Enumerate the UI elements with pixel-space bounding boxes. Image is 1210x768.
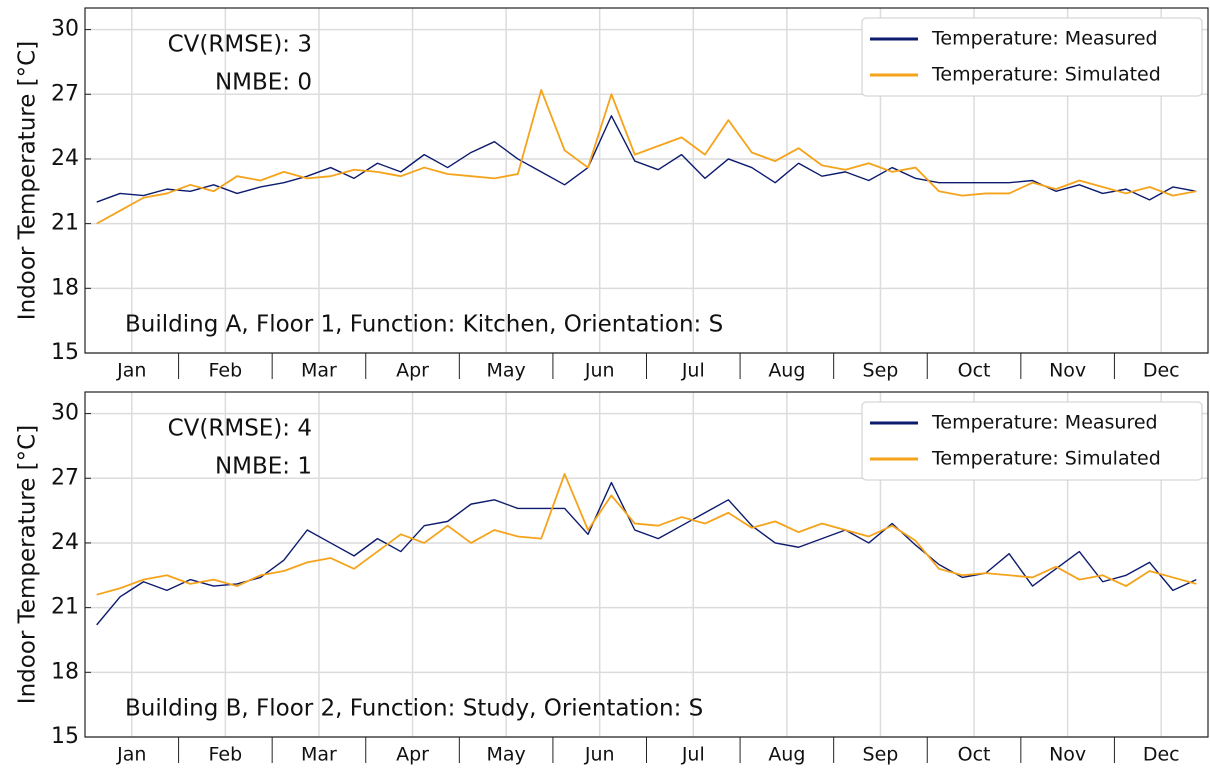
legend-label: Temperature: Simulated bbox=[931, 448, 1161, 470]
x-tick-label: Jun bbox=[584, 744, 615, 766]
subplot: 15 18 21 24 27 30 Jan Feb Mar Apr May Jun Jul Aug Sep O… bbox=[15, 391, 1209, 766]
x-tick-label: Dec bbox=[1143, 744, 1180, 766]
x-tick-label: Jul bbox=[681, 360, 705, 382]
x-tick-label: May bbox=[486, 744, 525, 766]
series-line bbox=[96, 115, 1197, 203]
y-tick-label: 24 bbox=[51, 146, 79, 171]
series-line bbox=[96, 89, 1197, 225]
x-tick-label: Mar bbox=[301, 360, 337, 382]
annotation: Building B, Floor 2, Function: Study, Or… bbox=[125, 696, 703, 722]
y-tick-label: 30 bbox=[51, 17, 79, 42]
x-tick-label: Apr bbox=[396, 744, 429, 766]
plot-frame bbox=[84, 7, 1209, 354]
x-tick-label: Sep bbox=[863, 360, 899, 382]
x-tick-label: Aug bbox=[768, 360, 805, 382]
x-tick-label: Oct bbox=[958, 360, 991, 382]
y-tick-label: 15 bbox=[51, 340, 79, 365]
subplot: 15 18 21 24 27 30 Jan Feb Mar Apr May Jun Jul Aug Sep O… bbox=[15, 7, 1209, 382]
y-tick-label: 24 bbox=[51, 530, 79, 555]
x-tick-label: May bbox=[486, 360, 525, 382]
x-tick-label: Apr bbox=[396, 360, 429, 382]
x-tick-label: Nov bbox=[1049, 360, 1086, 382]
x-tick-label: Aug bbox=[768, 744, 805, 766]
y-tick-label: 27 bbox=[51, 81, 79, 106]
legend-box bbox=[861, 17, 1203, 97]
annotation: Building A, Floor 1, Function: Kitchen, … bbox=[125, 312, 723, 338]
y-tick-label: 21 bbox=[51, 595, 79, 620]
series-line bbox=[96, 473, 1197, 596]
annotation: CV(RMSE): 4 bbox=[168, 416, 312, 442]
y-tick-label: 30 bbox=[51, 401, 79, 426]
legend-label: Temperature: Simulated bbox=[931, 64, 1161, 86]
y-tick-label: 21 bbox=[51, 211, 79, 236]
y-tick-label: 27 bbox=[51, 465, 79, 490]
x-tick-label: Oct bbox=[958, 744, 991, 766]
y-axis-label: Indoor Temperature [°C] bbox=[15, 425, 41, 704]
x-tick-label: Mar bbox=[301, 744, 337, 766]
annotation: NMBE: 0 bbox=[215, 70, 312, 96]
y-tick-label: 15 bbox=[51, 724, 79, 749]
plot-frame bbox=[84, 391, 1209, 738]
y-tick-label: 18 bbox=[51, 275, 79, 300]
x-tick-label: Jan bbox=[116, 744, 146, 766]
x-tick-label: Dec bbox=[1143, 360, 1180, 382]
x-tick-label: Sep bbox=[863, 744, 899, 766]
x-tick-label: Jul bbox=[681, 744, 705, 766]
y-axis-label: Indoor Temperature [°C] bbox=[15, 41, 41, 320]
x-tick-label: Feb bbox=[209, 360, 243, 382]
series-line bbox=[96, 481, 1197, 626]
annotation: NMBE: 1 bbox=[215, 454, 312, 480]
legend-label: Temperature: Measured bbox=[931, 412, 1158, 434]
legend-label: Temperature: Measured bbox=[931, 28, 1158, 50]
x-tick-label: Nov bbox=[1049, 744, 1086, 766]
annotation: CV(RMSE): 3 bbox=[168, 32, 312, 58]
x-tick-label: Jan bbox=[116, 360, 146, 382]
y-tick-label: 18 bbox=[51, 659, 79, 684]
x-tick-label: Feb bbox=[209, 744, 243, 766]
x-tick-label: Jun bbox=[584, 360, 615, 382]
legend-box bbox=[861, 401, 1203, 481]
